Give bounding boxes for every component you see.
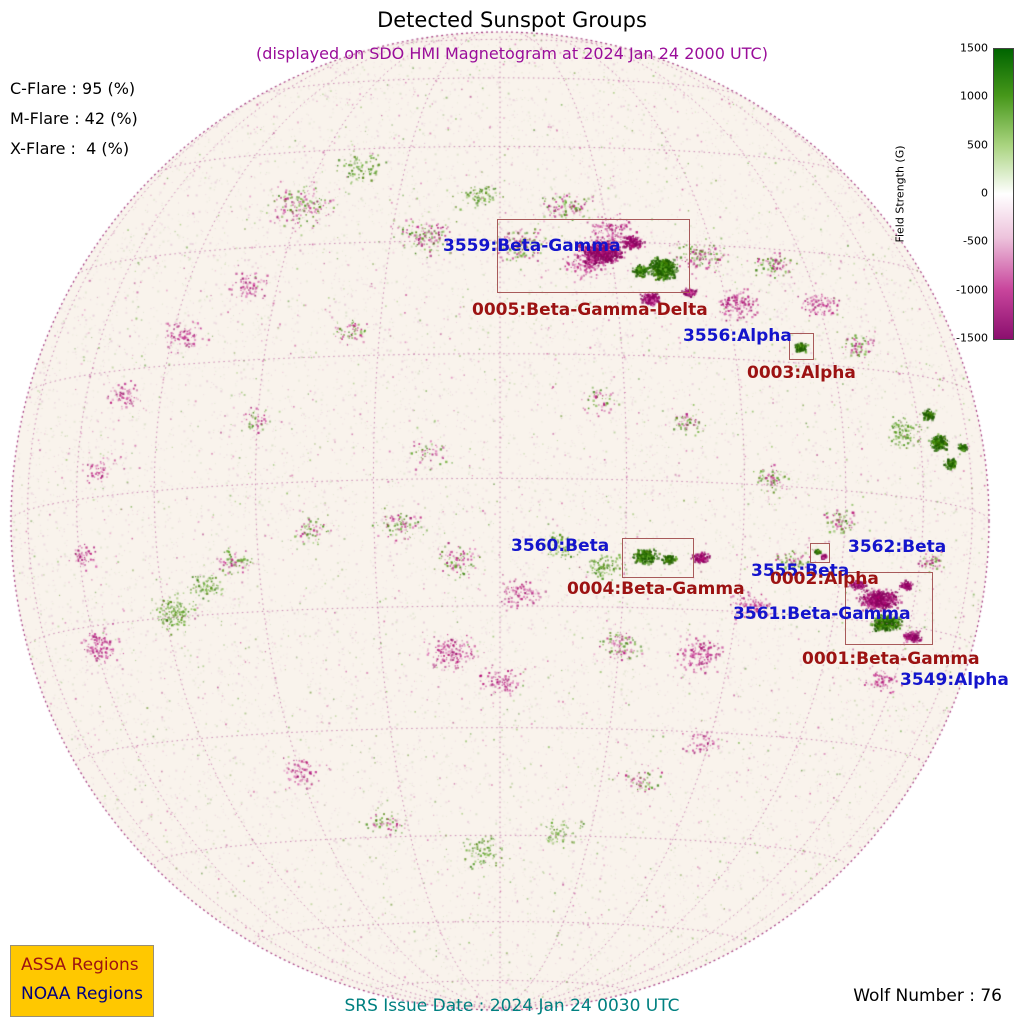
colorbar-tick: 500 [967, 138, 988, 152]
region-label-0003: 0003:Alpha [747, 363, 856, 383]
colorbar-tick: -500 [963, 234, 988, 248]
colorbar-tick: 0 [981, 186, 988, 200]
box-3561 [845, 572, 933, 645]
flare-probability-x-flare: X-Flare : 4 (%) [10, 139, 130, 158]
colorbar-tick: 1500 [960, 41, 988, 55]
flare-probability-m-flare: M-Flare : 42 (%) [10, 109, 138, 128]
colorbar-ticks: 1500 1000 500 0 -500 -1000 -1500 [946, 42, 988, 345]
colorbar-tick: -1500 [956, 331, 988, 345]
region-label-3560: 3560:Beta [511, 536, 610, 556]
box-3560 [622, 538, 694, 578]
page-title: Detected Sunspot Groups [377, 8, 647, 32]
region-label-3555: 3555:Beta [751, 561, 850, 581]
region-label-3549: 3549:Alpha [900, 670, 1009, 690]
region-label-3559: 3559:Beta-Gamma [443, 236, 621, 256]
legend-assa-regions: ASSA Regions [21, 955, 139, 975]
region-label-0004: 0004:Beta-Gamma [567, 579, 745, 599]
colorbar-axis-label: Field Strength (G) [893, 145, 907, 243]
wolf-number: Wolf Number : 76 [853, 986, 1002, 1006]
srs-issue-date: SRS Issue Date : 2024 Jan 24 0030 UTC [344, 996, 680, 1016]
region-label-3561: 3561:Beta-Gamma [733, 604, 911, 624]
legend-noaa-regions: NOAA Regions [21, 984, 143, 1004]
flare-probabilities: C-Flare : 95 (%) M-Flare : 42 (%) X-Flare … [10, 74, 138, 164]
legend-box: ASSA Regions NOAA Regions [10, 945, 154, 1017]
subtitle: (displayed on SDO HMI Magnetogram at 202… [256, 44, 768, 63]
region-label-3556: 3556:Alpha [683, 326, 792, 346]
region-label-0002: 0002:Alpha [770, 569, 879, 589]
box-3556 [789, 333, 814, 360]
flare-probability-c-flare: C-Flare : 95 (%) [10, 79, 136, 98]
region-label-0005: 0005:Beta-Gamma-Delta [472, 300, 708, 320]
region-label-3562: 3562:Beta [848, 537, 947, 557]
box-3555 [810, 543, 830, 563]
box-3559 [497, 219, 690, 293]
colorbar-gradient [993, 48, 1014, 340]
region-label-0001: 0001:Beta-Gamma [802, 649, 980, 669]
colorbar-tick: -1000 [956, 283, 988, 297]
colorbar: Field Strength (G) 1500 1000 500 0 -500 -1000… [894, 42, 1014, 345]
colorbar-tick: 1000 [960, 89, 988, 103]
